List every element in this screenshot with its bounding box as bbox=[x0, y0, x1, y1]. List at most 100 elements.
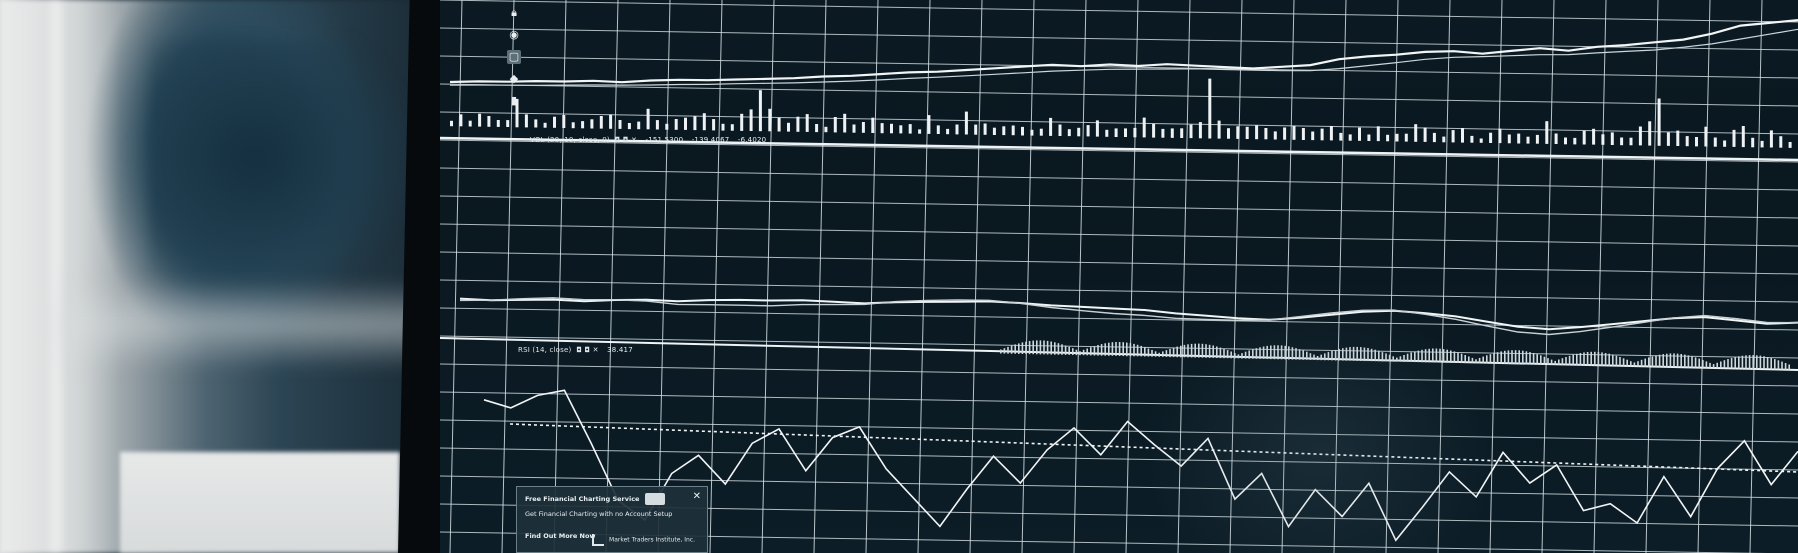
histogram-bar bbox=[1090, 347, 1092, 356]
volume-bar bbox=[1152, 123, 1156, 138]
histogram-bar bbox=[1043, 340, 1045, 355]
volume-bar bbox=[1788, 142, 1792, 148]
histogram-bar bbox=[1687, 355, 1690, 368]
square-icon[interactable]: ▢ bbox=[507, 50, 521, 64]
histogram-bar bbox=[1280, 345, 1283, 360]
histogram-bar bbox=[1000, 349, 1002, 354]
volume-value-3: -6.4020 bbox=[737, 136, 767, 144]
volume-bar bbox=[787, 122, 790, 132]
histogram-bar bbox=[1640, 359, 1643, 367]
histogram-bar bbox=[1342, 348, 1344, 361]
volume-bar bbox=[637, 121, 641, 130]
histogram-bar bbox=[1604, 353, 1607, 367]
histogram-bar bbox=[1421, 349, 1423, 363]
histogram-bar bbox=[1262, 346, 1265, 359]
histogram-bar bbox=[1392, 356, 1394, 362]
panel-controls-icon[interactable]: ◘ ◘ ✕ bbox=[573, 346, 599, 354]
volume-bar bbox=[1095, 120, 1099, 137]
volume-bar bbox=[992, 127, 996, 135]
histogram-bar bbox=[1471, 357, 1474, 364]
popup-brand-text: Market Traders Institute, Inc. bbox=[609, 536, 695, 544]
histogram-bar bbox=[1658, 354, 1661, 368]
volume-bar bbox=[777, 117, 781, 132]
volume-bar bbox=[1582, 130, 1586, 145]
histogram-bar bbox=[1680, 354, 1682, 368]
volume-bar bbox=[721, 123, 725, 131]
histogram-bar bbox=[1216, 346, 1218, 358]
grid-line-horizontal bbox=[440, 391, 1798, 415]
volume-bar bbox=[1498, 128, 1502, 144]
histogram-bar bbox=[1590, 351, 1592, 366]
histogram-bar bbox=[1586, 352, 1589, 366]
histogram-bar bbox=[1021, 342, 1024, 354]
histogram-bar bbox=[1327, 352, 1330, 361]
grid-line-vertical bbox=[605, 0, 619, 553]
histogram-bar bbox=[1331, 350, 1333, 361]
volume-bar bbox=[1301, 128, 1305, 140]
histogram-bar bbox=[1234, 353, 1236, 359]
eye-icon[interactable]: ◉ bbox=[509, 28, 519, 41]
trash-icon[interactable]: ▮ bbox=[510, 94, 518, 107]
volume-bar bbox=[515, 98, 519, 128]
histogram-bar bbox=[1061, 344, 1063, 355]
histogram-bar bbox=[1468, 356, 1470, 364]
histogram-bar bbox=[1446, 349, 1448, 363]
grid-line-horizontal bbox=[440, 111, 1798, 135]
histogram-bar bbox=[1374, 349, 1376, 362]
panel-separator bbox=[440, 136, 1798, 162]
histogram-bar bbox=[1543, 356, 1546, 365]
histogram-bar bbox=[1111, 342, 1114, 356]
volume-bar bbox=[1769, 130, 1773, 148]
histogram-bar bbox=[1738, 356, 1740, 369]
histogram-bar bbox=[1136, 344, 1139, 357]
diamond-icon[interactable]: ◆ bbox=[509, 72, 519, 85]
grid-line-vertical bbox=[1333, 0, 1347, 553]
histogram-bar bbox=[1536, 354, 1538, 365]
volume-bar bbox=[1554, 133, 1558, 144]
histogram-bar bbox=[1770, 358, 1772, 370]
histogram-bar bbox=[1442, 349, 1445, 363]
volume-bar bbox=[693, 116, 697, 131]
grid-line-vertical bbox=[1125, 0, 1139, 553]
volume-bar bbox=[1573, 137, 1577, 145]
volume-bar bbox=[1358, 127, 1361, 141]
histogram-bar bbox=[1198, 343, 1200, 358]
histogram-bar bbox=[1360, 347, 1362, 361]
volume-bar bbox=[590, 119, 594, 129]
volume-bar bbox=[1461, 128, 1464, 143]
histogram-bar bbox=[1399, 356, 1402, 362]
histogram-bar bbox=[1169, 348, 1171, 358]
grid-line-horizontal bbox=[440, 447, 1798, 471]
histogram-bar bbox=[1324, 353, 1326, 361]
histogram-bar bbox=[1432, 348, 1434, 363]
histogram-bar bbox=[1579, 353, 1582, 366]
histogram-bar bbox=[1298, 349, 1301, 360]
volume-bar bbox=[1713, 137, 1717, 147]
histogram-bar bbox=[1774, 359, 1776, 370]
histogram-bar bbox=[1054, 342, 1056, 355]
histogram-bar bbox=[1716, 362, 1718, 369]
histogram-bar bbox=[1396, 357, 1398, 362]
popup-toggle-button[interactable] bbox=[645, 493, 666, 505]
volume-bar bbox=[1657, 98, 1661, 146]
histogram-bar bbox=[1057, 343, 1060, 355]
histogram-bar bbox=[1378, 350, 1380, 362]
volume-bar bbox=[1348, 134, 1352, 141]
histogram-bar bbox=[1644, 358, 1646, 367]
background-pole bbox=[45, 0, 67, 553]
volume-bar bbox=[1124, 128, 1127, 137]
histogram-bar bbox=[1540, 355, 1542, 365]
background-window-light bbox=[60, 280, 420, 370]
volume-bar bbox=[1404, 133, 1408, 142]
popup-cta-link[interactable]: Find Out More Now bbox=[525, 532, 596, 540]
lock-icon[interactable]: 🔒︎ bbox=[511, 6, 517, 19]
histogram-bar bbox=[1064, 345, 1067, 355]
panel-controls-icon[interactable]: ◘ ◘ ✕ bbox=[612, 136, 638, 144]
volume-bar bbox=[1489, 132, 1493, 143]
volume-bar bbox=[833, 117, 837, 133]
histogram-bar bbox=[1500, 351, 1502, 364]
close-icon[interactable]: ✕ bbox=[692, 491, 701, 502]
volume-bar bbox=[459, 114, 463, 127]
grid-line-vertical bbox=[1489, 0, 1503, 553]
histogram-bar bbox=[1406, 353, 1409, 362]
